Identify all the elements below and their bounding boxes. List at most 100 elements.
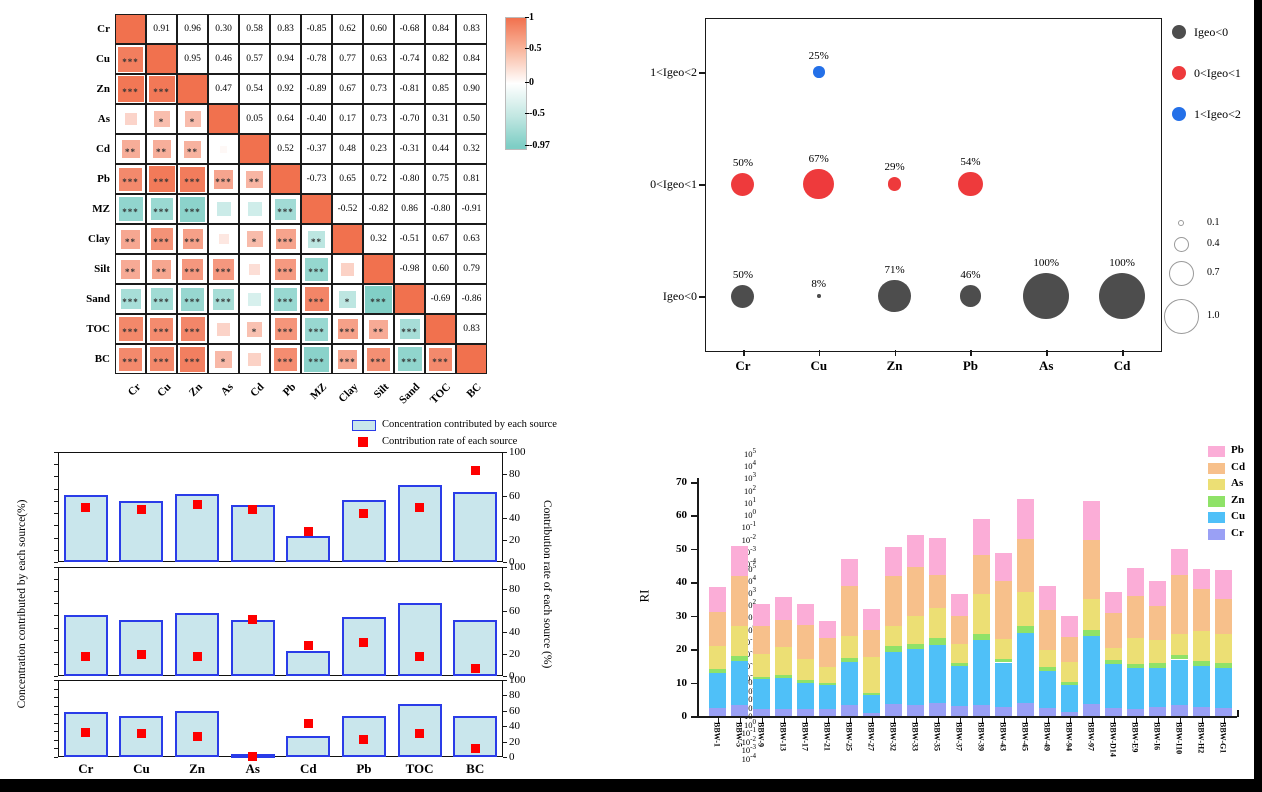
ri-sample-label: BBW-35	[932, 722, 942, 752]
matrix-value: 0.72	[370, 174, 387, 184]
matrix-cell: **	[115, 224, 146, 254]
left-tick-mark	[54, 452, 58, 453]
matrix-value: 0.48	[339, 144, 356, 154]
bubble	[803, 168, 835, 200]
matrix-square: ***	[338, 349, 357, 369]
matrix-value: -0.91	[461, 204, 482, 214]
matrix-square: **	[308, 230, 325, 248]
matrix-value: 0.67	[339, 84, 356, 94]
stacked-segment-As	[1061, 661, 1078, 682]
significance-stars: ***	[215, 176, 232, 187]
stacked-segment-Pb	[797, 604, 814, 625]
size-legend-circle	[1163, 298, 1199, 334]
right-tick-label: 60	[509, 704, 520, 717]
stacked-segment-Cr	[753, 709, 770, 716]
bubble	[957, 171, 983, 197]
left-tick-label: 10-1	[741, 520, 756, 533]
right-tick-label: 80	[509, 689, 520, 702]
x-tick-label: Zn	[886, 358, 903, 373]
matrix-cell: ***	[270, 284, 301, 314]
matrix-col-label: Cr	[125, 381, 143, 399]
source-bar	[397, 603, 442, 676]
matrix-square: **	[246, 170, 263, 188]
stacked-segment-Cu	[1039, 670, 1056, 708]
significance-stars: **	[249, 176, 260, 187]
matrix-cell: -0.89	[301, 74, 332, 104]
matrix-cell	[208, 104, 239, 134]
stacked-segment-Cr	[1061, 711, 1078, 716]
matrix-cell: ***	[115, 164, 146, 194]
stacked-segment-Pb	[1193, 568, 1210, 589]
significance-stars: *	[251, 326, 258, 337]
stacked-segment-Cr	[819, 709, 836, 716]
ri-y-axis-line	[697, 477, 699, 716]
source-bar	[286, 536, 331, 562]
source-bar	[286, 735, 331, 757]
stacked-segment-Cd	[907, 567, 924, 616]
matrix-col-label: Cd	[248, 381, 267, 400]
legend-swatch-blue	[1172, 107, 1186, 121]
ri-x-tick-mark	[805, 718, 808, 724]
ri-sample-label: BBW-1	[712, 722, 722, 748]
matrix-square: ***	[275, 198, 296, 220]
stacked-segment-Cr	[973, 704, 990, 716]
stacked-segment-Pb	[1215, 569, 1232, 599]
x-tick-mark	[1046, 350, 1048, 356]
ri-sample-label: BBW-32	[888, 722, 898, 752]
stacked-segment-Cr	[1017, 702, 1034, 716]
right-tick-label: 40	[509, 720, 520, 733]
matrix-cell: 0.63	[456, 224, 487, 254]
matrix-square: ***	[117, 76, 144, 102]
matrix-value: 0.86	[401, 204, 418, 214]
ri-sample-label: BBW-I10	[1174, 722, 1184, 755]
matrix-square: ***	[182, 258, 203, 280]
matrix-cell: 0.64	[270, 104, 301, 134]
stacked-segment-Cu	[885, 651, 902, 705]
matrix-col-label: As	[218, 381, 236, 399]
matrix-cell: **	[239, 164, 270, 194]
significance-stars: **	[156, 266, 167, 277]
stacked-segment-Cd	[731, 575, 748, 626]
right-tick-mark	[503, 452, 507, 453]
stacked-segment-Pb	[753, 604, 770, 626]
matrix-cell: 0.17	[332, 104, 363, 134]
matrix-cell: 0.63	[363, 44, 394, 74]
matrix-cell: ***	[270, 254, 301, 284]
stacked-segment-Cr	[775, 708, 792, 716]
stacked-segment-Cr	[1149, 706, 1166, 716]
significance-stars: ***	[122, 86, 139, 97]
stacked-segment-Zn	[929, 638, 946, 645]
matrix-cell: 0.50	[456, 104, 487, 134]
matrix-cell: 0.54	[239, 74, 270, 104]
matrix-cell: ***	[332, 314, 363, 344]
right-tick-label: 60	[509, 604, 520, 617]
matrix-value: 0.83	[277, 24, 294, 34]
left-tick-mark	[54, 748, 58, 750]
matrix-cell: ***	[332, 344, 363, 374]
right-tick-mark	[503, 562, 507, 563]
matrix-square	[247, 202, 262, 216]
stacked-segment-Zn	[951, 662, 968, 666]
legend-label: 0<Igeo<1	[1194, 66, 1241, 80]
matrix-cell: -0.91	[456, 194, 487, 224]
colorbar-tick-label: -0.97	[529, 139, 550, 151]
stacked-segment-Pb	[885, 547, 902, 577]
matrix-square: **	[152, 140, 171, 158]
matrix-value: 0.85	[432, 84, 449, 94]
matrix-cell: -0.69	[425, 284, 456, 314]
stacked-segment-Cu	[1171, 659, 1188, 705]
matrix-value: 0.73	[370, 114, 387, 124]
left-tick-label: 10-4	[741, 752, 756, 764]
matrix-col-label: TOC	[427, 381, 453, 407]
matrix-cell: *	[146, 104, 177, 134]
matrix-cell: 0.83	[270, 14, 301, 44]
left-tick-label: 10-2	[741, 532, 756, 545]
ri-legend-swatch-Pb	[1208, 446, 1225, 457]
bubble-percent-label: 50%	[732, 268, 753, 281]
rate-marker	[470, 466, 480, 476]
ri-y-tick-mark	[691, 515, 697, 517]
size-legend-label: 0.1	[1207, 217, 1220, 228]
matrix-cell: ***	[177, 314, 208, 344]
stacked-segment-Zn	[885, 646, 902, 652]
right-tick-mark	[503, 654, 507, 656]
